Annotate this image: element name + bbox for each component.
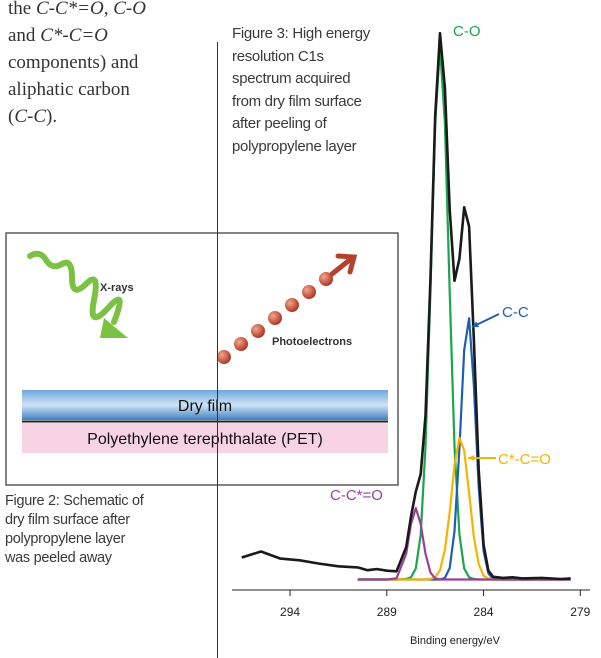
x-tick-label: 294 <box>280 605 300 619</box>
photoelectron-label: Photoelectrons <box>272 336 352 348</box>
text-run: , <box>103 0 114 19</box>
text-run: ( <box>8 106 15 127</box>
annotation-arrowhead <box>468 454 475 462</box>
series-label: C-C <box>502 304 529 321</box>
figure2-caption: Figure 2: Schematic of dry film surface a… <box>5 492 144 568</box>
paragraph-line: components) and <box>8 49 146 76</box>
caption-line: dry film surface after <box>5 512 130 528</box>
caption-line: polypropylene layer <box>232 137 357 155</box>
spectrum-line <box>357 45 571 581</box>
text-run: C-O <box>113 0 146 19</box>
paragraph-line: and C*-C=O <box>8 22 146 49</box>
caption-line: was peeled away <box>5 550 112 566</box>
text-run: C*-C=O <box>40 25 108 46</box>
caption-line: from dry film surface <box>232 92 362 110</box>
series-label: C*-C=O <box>498 451 551 468</box>
caption-line: Figure 2: Schematic of <box>5 493 144 509</box>
caption-line: after peeling of <box>232 115 327 132</box>
caption-line: resolution C1s <box>232 47 324 65</box>
spectrum-line <box>357 507 571 581</box>
caption-line: spectrum acquired <box>232 70 351 87</box>
text-run: C-C*=O <box>35 0 104 19</box>
spectrum-line <box>241 31 571 581</box>
text-run: components) and <box>8 52 139 73</box>
text-run: C-C <box>14 106 47 127</box>
caption-line: Figure 3: High energy <box>232 25 370 42</box>
x-tick-label: 284 <box>474 605 494 619</box>
paragraph: the C-C*=O, C-O and C*-C=O components) and… <box>8 0 146 130</box>
xray-arrow <box>27 250 123 325</box>
paragraph-line: the C-C*=O, C-O <box>8 0 146 22</box>
text-run: and <box>8 25 41 46</box>
annotation-arrowhead <box>472 321 479 328</box>
layer-label: Dry film <box>178 398 232 415</box>
series-label: C-C*=O <box>330 487 383 504</box>
x-axis-label: Binding energy/eV <box>410 635 501 647</box>
x-tick-label: 289 <box>377 605 397 619</box>
x-tick-label: 279 <box>570 605 590 619</box>
caption-line: polypropylene layer <box>5 531 126 547</box>
photoelectrons <box>217 253 358 364</box>
paragraph-line: aliphatic carbon <box>8 76 146 103</box>
series-label: C-O <box>453 23 481 40</box>
text-run: the <box>8 0 36 19</box>
text-run: ). <box>46 106 58 127</box>
pet-layer <box>22 423 388 453</box>
figure3-caption: Figure 3: High energy resolution C1s spect… <box>232 23 370 158</box>
xray-label: X-rays <box>100 282 134 294</box>
layer-label: Polyethylene terephthalate (PET) <box>87 431 323 448</box>
xray-arrowhead <box>100 318 128 338</box>
paragraph-line: (C-C). <box>8 103 146 130</box>
dry-film-layer <box>22 390 388 420</box>
text-run: aliphatic carbon <box>8 79 130 100</box>
